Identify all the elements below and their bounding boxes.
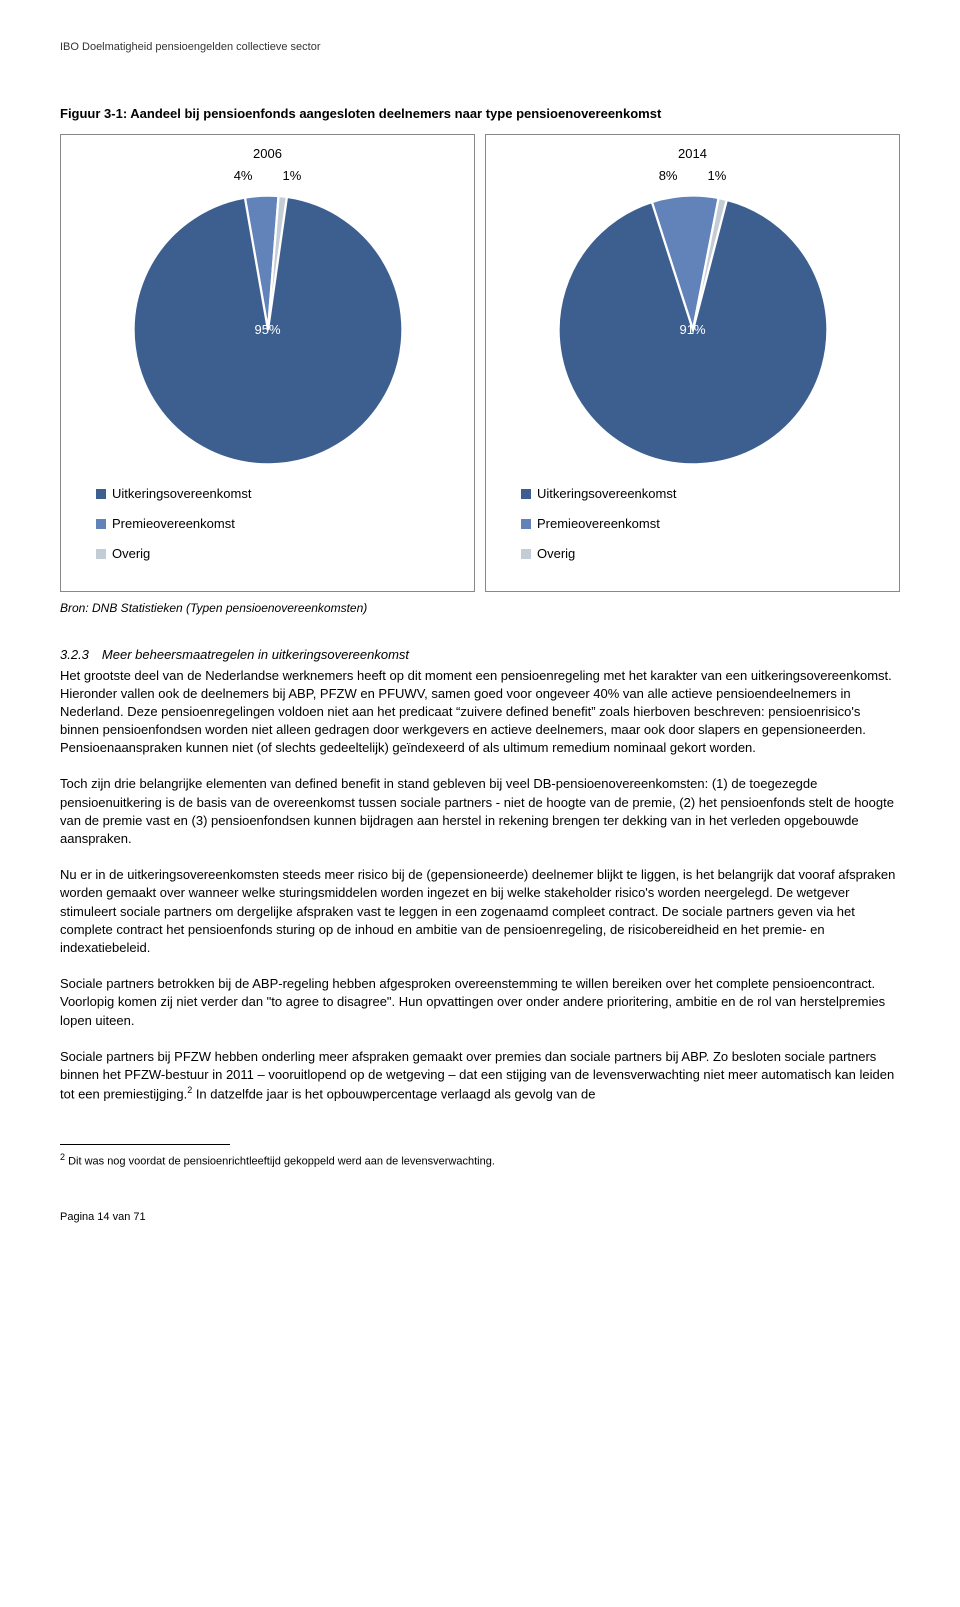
legend-swatch [96, 489, 106, 499]
legend-label: Premieovereenkomst [537, 515, 660, 533]
chart-year-right: 2014 [491, 145, 894, 163]
figure-title: Figuur 3-1: Aandeel bij pensioenfonds aa… [60, 105, 900, 123]
legend-item: Overig [521, 545, 894, 563]
legend-swatch [521, 489, 531, 499]
legend-swatch [521, 519, 531, 529]
body-paragraph: Toch zijn drie belangrijke elementen van… [60, 775, 900, 848]
pie-top-labels-left: 4% 1% [66, 167, 469, 185]
slice-label-c-left: 1% [283, 167, 302, 185]
legend-swatch [521, 549, 531, 559]
legend-label: Premieovereenkomst [112, 515, 235, 533]
legend-swatch [96, 549, 106, 559]
footnote: 2 Dit was nog voordat de pensioenrichtle… [60, 1151, 900, 1170]
page-number: Pagina 14 van 71 [60, 1210, 900, 1225]
slice-label-b-right: 8% [659, 167, 678, 185]
body-paragraph: Het grootste deel van de Nederlandse wer… [60, 667, 900, 758]
charts-container: 2006 4% 1% 95% Uitkeringsovereenkomst Pr… [60, 134, 900, 592]
pie-center-label-left: 95% [254, 321, 280, 339]
slice-label-b-left: 4% [234, 167, 253, 185]
body-paragraph: Nu er in de uitkeringsovereenkomsten ste… [60, 866, 900, 957]
pie-top-labels-right: 8% 1% [491, 167, 894, 185]
legend-item: Uitkeringsovereenkomst [96, 485, 469, 503]
legend-item: Uitkeringsovereenkomst [521, 485, 894, 503]
slice-label-c-right: 1% [708, 167, 727, 185]
pie-center-label-right: 91% [679, 321, 705, 339]
legend-item: Premieovereenkomst [521, 515, 894, 533]
chart-2014: 2014 8% 1% 91% Uitkeringsovereenkomst Pr… [485, 134, 900, 592]
legend-left: Uitkeringsovereenkomst Premieovereenkoms… [66, 485, 469, 564]
legend-label: Uitkeringsovereenkomst [537, 485, 676, 503]
section-heading: 3.2.3 Meer beheersmaatregelen in uitkeri… [60, 646, 900, 664]
chart-year-left: 2006 [66, 145, 469, 163]
legend-item: Overig [96, 545, 469, 563]
legend-label: Overig [112, 545, 150, 563]
footnote-separator [60, 1144, 230, 1145]
legend-label: Uitkeringsovereenkomst [112, 485, 251, 503]
figure-source: Bron: DNB Statistieken (Typen pensioenov… [60, 600, 900, 617]
chart-2006: 2006 4% 1% 95% Uitkeringsovereenkomst Pr… [60, 134, 475, 592]
body-paragraph: Sociale partners betrokken bij de ABP-re… [60, 975, 900, 1030]
page-header: IBO Doelmatigheid pensioengelden collect… [60, 40, 900, 55]
legend-swatch [96, 519, 106, 529]
legend-item: Premieovereenkomst [96, 515, 469, 533]
legend-label: Overig [537, 545, 575, 563]
pie-wrap-left: 95% [128, 190, 408, 470]
body-paragraph: Sociale partners bij PFZW hebben onderli… [60, 1048, 900, 1104]
pie-wrap-right: 91% [553, 190, 833, 470]
legend-right: Uitkeringsovereenkomst Premieovereenkoms… [491, 485, 894, 564]
